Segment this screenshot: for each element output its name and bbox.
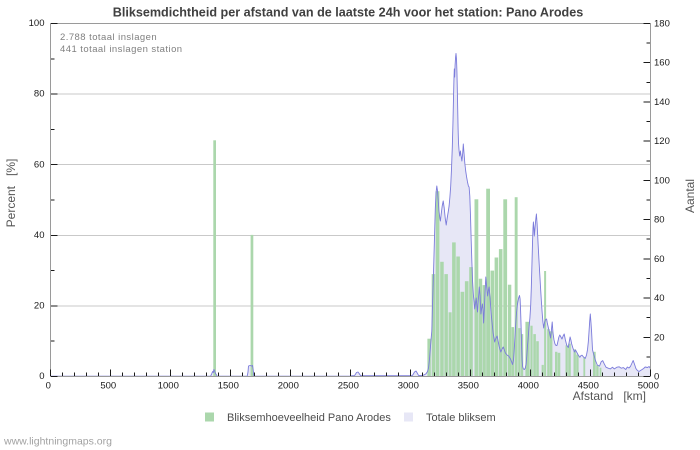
svg-text:20: 20 <box>34 301 45 312</box>
svg-text:160: 160 <box>654 58 670 69</box>
svg-text:5000: 5000 <box>638 381 659 392</box>
svg-text:1500: 1500 <box>218 381 239 392</box>
svg-text:4000: 4000 <box>518 381 539 392</box>
svg-text:3500: 3500 <box>458 381 479 392</box>
svg-text:100: 100 <box>654 175 670 186</box>
svg-text:100: 100 <box>29 18 45 29</box>
svg-text:80: 80 <box>34 89 45 100</box>
svg-text:60: 60 <box>34 159 45 170</box>
svg-text:180: 180 <box>654 19 670 30</box>
svg-text:Afstand [km]: Afstand [km] <box>573 389 646 403</box>
svg-text:80: 80 <box>654 215 665 226</box>
svg-text:0: 0 <box>654 372 659 383</box>
svg-text:Totale bliksem: Totale bliksem <box>426 412 496 424</box>
svg-text:Bliksemdichtheid per afstand v: Bliksemdichtheid per afstand van de laat… <box>113 6 584 20</box>
svg-text:1000: 1000 <box>158 381 179 392</box>
svg-text:Bliksemhoeveelheid Pano Arodes: Bliksemhoeveelheid Pano Arodes <box>227 412 391 424</box>
svg-text:3000: 3000 <box>398 381 419 392</box>
svg-text:Percent [%]: Percent [%] <box>4 159 18 228</box>
svg-text:0: 0 <box>46 381 51 392</box>
svg-text:441 totaal inslagen station: 441 totaal inslagen station <box>60 44 183 55</box>
svg-text:120: 120 <box>654 136 670 147</box>
svg-text:40: 40 <box>654 293 665 304</box>
svg-text:40: 40 <box>34 230 45 241</box>
svg-text:20: 20 <box>654 332 665 343</box>
svg-text:2.788 totaal inslagen: 2.788 totaal inslagen <box>60 32 157 43</box>
svg-text:140: 140 <box>654 97 670 108</box>
svg-text:60: 60 <box>654 254 665 265</box>
svg-text:Aantal: Aantal <box>683 179 697 213</box>
svg-text:0: 0 <box>39 371 44 382</box>
svg-text:2000: 2000 <box>278 381 299 392</box>
svg-text:2500: 2500 <box>338 381 359 392</box>
svg-text:4500: 4500 <box>578 381 599 392</box>
svg-text:500: 500 <box>100 381 116 392</box>
svg-text:www.lightningmaps.org: www.lightningmaps.org <box>3 436 112 448</box>
